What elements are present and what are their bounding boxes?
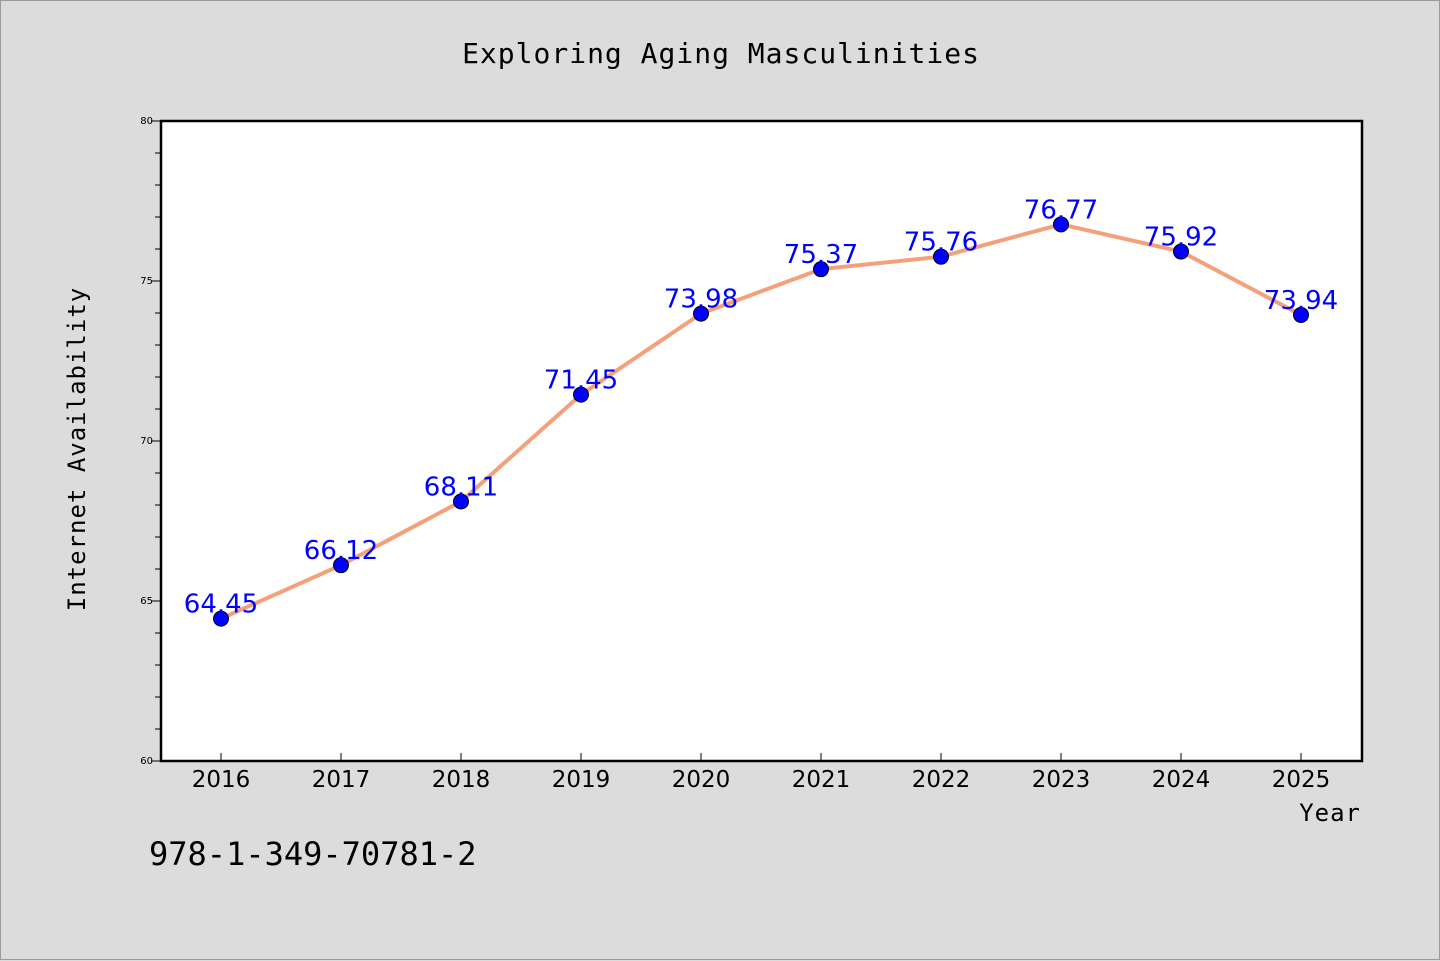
data-label: 75.92 [1144,223,1218,253]
data-label: 76.77 [1024,195,1098,225]
x-tick-label: 2019 [552,767,611,793]
data-label: 64.45 [184,590,258,620]
data-label: 66.12 [304,536,378,566]
series-line-group [219,222,1303,621]
data-point [333,557,349,574]
data-label: 75.76 [904,228,978,258]
data-point [1053,216,1069,233]
plot-area [159,119,1364,763]
data-label: 73.98 [664,285,738,315]
y-tick-label: 75 [140,276,153,287]
series-line [219,222,1303,621]
x-tick-label: 2020 [672,767,731,793]
y-tick-label: 60 [140,756,153,767]
footer-isbn: 978-1-349-70781-2 [149,835,477,873]
x-tick-label: 2023 [1032,767,1091,793]
y-tick-label: 80 [140,116,153,127]
x-tick-label: 2022 [912,767,971,793]
data-point [1173,243,1189,260]
x-tick-label: 2024 [1152,767,1211,793]
data-point [213,610,229,627]
x-tick-label: 2017 [312,767,371,793]
x-tick-label: 2021 [792,767,851,793]
data-point [453,493,469,510]
x-axis-title: Year [1299,799,1361,827]
y-tick-label: 70 [140,436,153,447]
data-point [813,261,829,278]
markers-group [213,216,1309,627]
x-tick-label: 2016 [192,767,251,793]
data-label: 75.37 [784,240,858,270]
data-labels-group: 64.45 66.12 68.11 71.45 73.98 75.37 75.76 76.77… [184,195,1338,619]
data-point [933,248,949,265]
y-axis-title: Internet Availability [63,287,91,611]
data-label: 71.45 [544,366,618,396]
data-point [693,305,709,322]
data-point [1293,306,1309,323]
data-point [573,386,589,403]
data-label: 68.11 [424,472,498,502]
x-tick-label: 2018 [432,767,491,793]
y-tick-label: 65 [140,596,153,607]
chart-title: Exploring Aging Masculinities [462,37,980,70]
data-label: 73.94 [1264,286,1338,316]
x-axis: 2016 2017 2018 2019 2020 2021 2022 2023 2024 2025 [192,753,1331,793]
y-axis: 60 65 70 75 80 [140,116,161,767]
x-tick-label: 2025 [1272,767,1331,793]
